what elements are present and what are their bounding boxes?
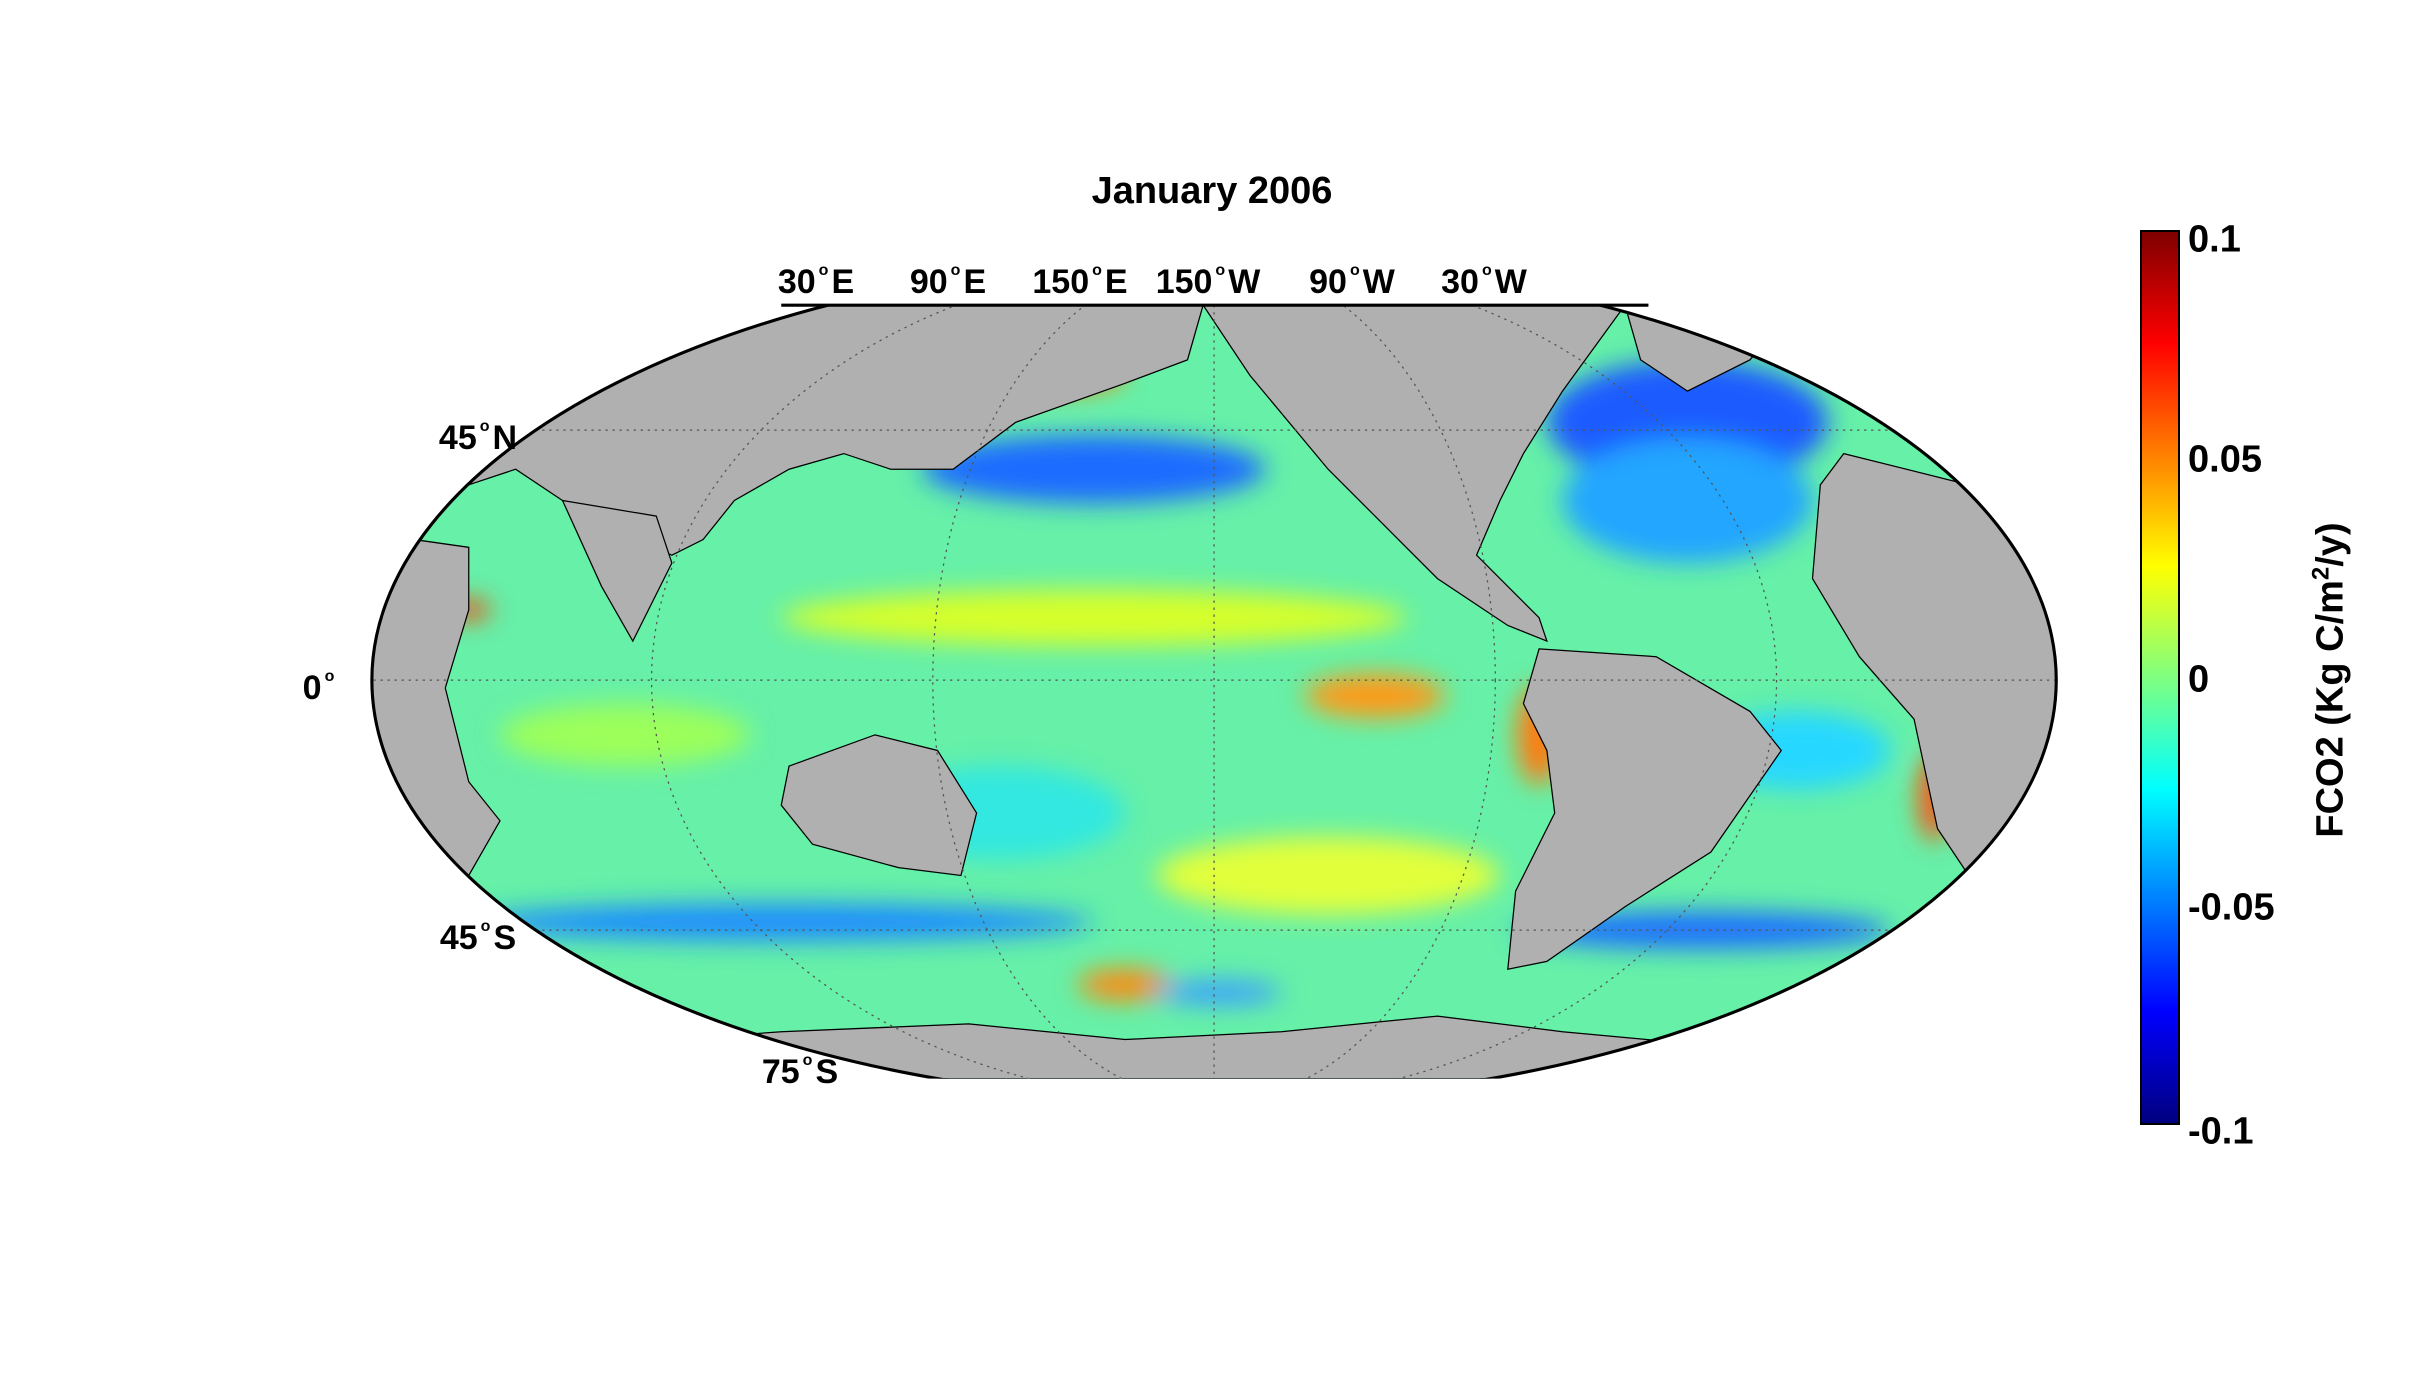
lon-label: 150 oW [1155,262,1261,301]
graticule [371,305,2057,1079]
ocean-field [371,305,2057,1079]
map-frame [370,305,2058,1079]
colorbar-tick: -0.05 [2188,886,2275,929]
land-india [561,499,673,643]
lat-label: 45 oS [439,918,517,957]
land-australia [780,734,978,877]
colorbar-tick: 0 [2188,658,2210,701]
map-title: January 2006 [1091,170,1333,212]
colorbar [2140,230,2180,1125]
lat-label: 45 oN [438,418,518,457]
lon-label: 90 oW [1309,262,1395,301]
land-south-america [1507,648,1783,970]
colorbar-label: FCO2 (Kg C/m2/y) [2307,522,2352,838]
lon-label: 30 oE [777,262,855,301]
colorbar-tick: 0.05 [2188,438,2262,481]
lon-label: 30 oW [1441,262,1527,301]
lon-label: 90 oE [909,262,987,301]
lat-label: 75 oS [761,1052,839,1091]
colorbar-tick: 0.1 [2188,218,2241,261]
colorbar-tick: -0.1 [2188,1110,2254,1153]
land-north-america [1201,305,1627,643]
lon-label: 150 oE [1032,262,1128,301]
